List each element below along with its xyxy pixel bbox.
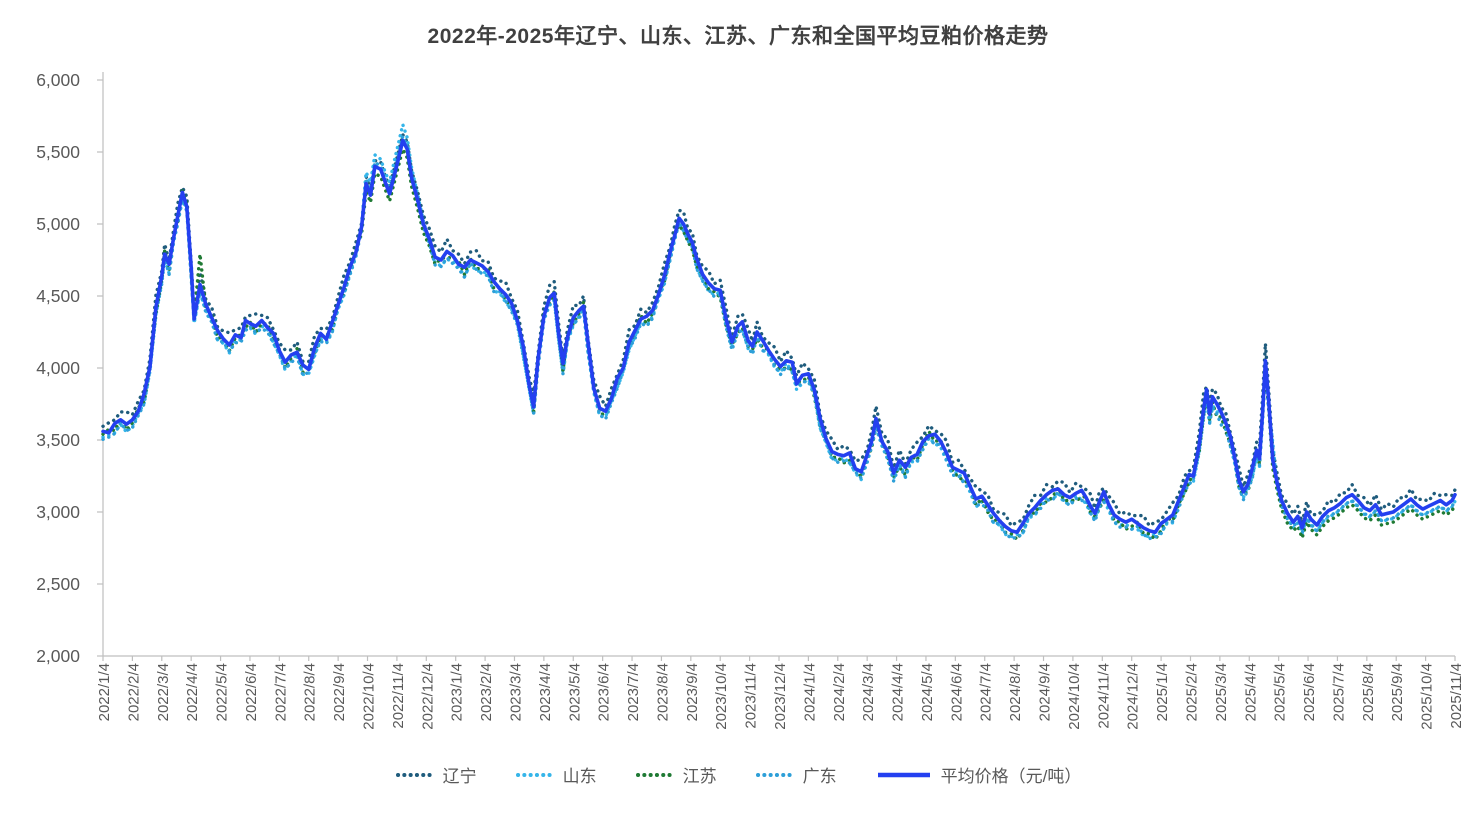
x-tick-label: 2024/5/4 bbox=[919, 663, 936, 721]
x-tick-label: 2023/10/4 bbox=[713, 663, 730, 730]
y-tick-label: 4,500 bbox=[36, 286, 80, 306]
legend-sample-dotted-line bbox=[755, 772, 794, 777]
x-tick-label: 2022/1/4 bbox=[96, 663, 113, 721]
legend-label: 江苏 bbox=[682, 767, 717, 786]
x-tick-label: 2023/6/4 bbox=[596, 663, 613, 721]
x-tick-label: 2022/2/4 bbox=[125, 663, 142, 721]
x-tick-label: 2024/7/4 bbox=[978, 663, 995, 721]
x-tick-label: 2023/2/4 bbox=[478, 663, 495, 721]
legend-label: 广东 bbox=[802, 767, 837, 786]
chart-title: 2022年-2025年辽宁、山东、江苏、广东和全国平均豆粕价格走势 bbox=[427, 25, 1049, 48]
x-tick-label: 2025/6/4 bbox=[1301, 663, 1318, 721]
x-tick-label: 2024/10/4 bbox=[1066, 663, 1083, 730]
x-tick-label: 2022/9/4 bbox=[331, 663, 348, 721]
legend-item-辽宁: 辽宁 bbox=[395, 762, 477, 787]
series-平均价格 bbox=[101, 138, 1457, 534]
y-tick-label: 5,000 bbox=[36, 214, 80, 234]
y-tick-label: 3,000 bbox=[36, 502, 80, 522]
x-tick-label: 2024/2/4 bbox=[831, 663, 848, 721]
x-tick-label: 2025/2/4 bbox=[1183, 663, 1200, 721]
x-tick-label: 2022/5/4 bbox=[214, 663, 231, 721]
x-tick-label: 2024/8/4 bbox=[1007, 663, 1024, 721]
x-tick-label: 2024/4/4 bbox=[890, 663, 907, 721]
legend-item-山东: 山东 bbox=[515, 762, 597, 787]
legend-sample-solid-line bbox=[877, 772, 930, 777]
x-tick-label: 2023/9/4 bbox=[684, 663, 701, 721]
x-tick-label: 2024/3/4 bbox=[860, 663, 877, 721]
x-tick-label: 2023/8/4 bbox=[654, 663, 671, 721]
x-tick-label: 2022/10/4 bbox=[361, 663, 378, 730]
y-tick-label: 4,000 bbox=[36, 358, 80, 378]
x-tick-label: 2022/3/4 bbox=[155, 663, 172, 721]
x-tick-label: 2022/12/4 bbox=[419, 663, 436, 730]
x-tick-label: 2024/12/4 bbox=[1125, 663, 1142, 730]
x-tick-label: 2022/11/4 bbox=[390, 663, 407, 729]
x-tick-label: 2025/5/4 bbox=[1272, 663, 1289, 721]
x-tick-label: 2025/3/4 bbox=[1213, 663, 1230, 721]
x-tick-label: 2024/11/4 bbox=[1095, 663, 1112, 729]
x-tick-label: 2025/9/4 bbox=[1389, 663, 1406, 721]
x-tick-label: 2023/11/4 bbox=[743, 663, 760, 729]
x-tick-label: 2025/11/4 bbox=[1448, 663, 1465, 729]
x-tick-label: 2023/1/4 bbox=[449, 663, 466, 721]
series-广东 bbox=[101, 134, 1457, 541]
legend-label: 山东 bbox=[562, 767, 597, 786]
y-tick-label: 3,500 bbox=[36, 430, 80, 450]
x-tick-label: 2023/12/4 bbox=[772, 663, 789, 730]
y-tick-label: 2,000 bbox=[36, 646, 80, 666]
x-tick-label: 2025/1/4 bbox=[1154, 663, 1171, 721]
x-tick-label: 2024/1/4 bbox=[801, 663, 818, 721]
legend-label: 辽宁 bbox=[442, 767, 477, 786]
x-tick-label: 2024/6/4 bbox=[948, 663, 965, 721]
legend-sample-dotted-line bbox=[395, 772, 434, 777]
x-tick-label: 2022/4/4 bbox=[184, 663, 201, 721]
y-tick-label: 2,500 bbox=[36, 574, 80, 594]
legend-label: 平均价格（元/吨） bbox=[940, 767, 1082, 786]
x-tick-label: 2025/7/4 bbox=[1330, 663, 1347, 721]
y-tick-label: 5,500 bbox=[36, 142, 80, 162]
x-tick-label: 2025/8/4 bbox=[1360, 663, 1377, 721]
legend-item-广东: 广东 bbox=[755, 762, 837, 787]
x-tick-label: 2023/5/4 bbox=[566, 663, 583, 721]
x-tick-label: 2024/9/4 bbox=[1037, 663, 1054, 721]
x-tick-label: 2025/4/4 bbox=[1242, 663, 1259, 721]
x-tick-label: 2023/4/4 bbox=[537, 663, 554, 721]
legend-item-平均价格: 平均价格（元/吨） bbox=[875, 762, 1082, 787]
x-tick-label: 2022/6/4 bbox=[243, 663, 260, 721]
legend-sample-dotted-line bbox=[515, 772, 554, 777]
legend-item-江苏: 江苏 bbox=[635, 762, 717, 787]
x-tick-label: 2025/10/4 bbox=[1419, 663, 1436, 730]
x-tick-label: 2023/3/4 bbox=[507, 663, 524, 721]
legend-sample-dotted-line bbox=[635, 772, 674, 777]
y-tick-label: 6,000 bbox=[36, 70, 80, 90]
x-tick-label: 2023/7/4 bbox=[625, 663, 642, 721]
chart-legend: 辽宁 山东 江苏 广东 平均价格（元/吨） bbox=[0, 762, 1476, 787]
x-tick-label: 2022/7/4 bbox=[272, 663, 289, 721]
x-tick-label: 2022/8/4 bbox=[302, 663, 319, 721]
